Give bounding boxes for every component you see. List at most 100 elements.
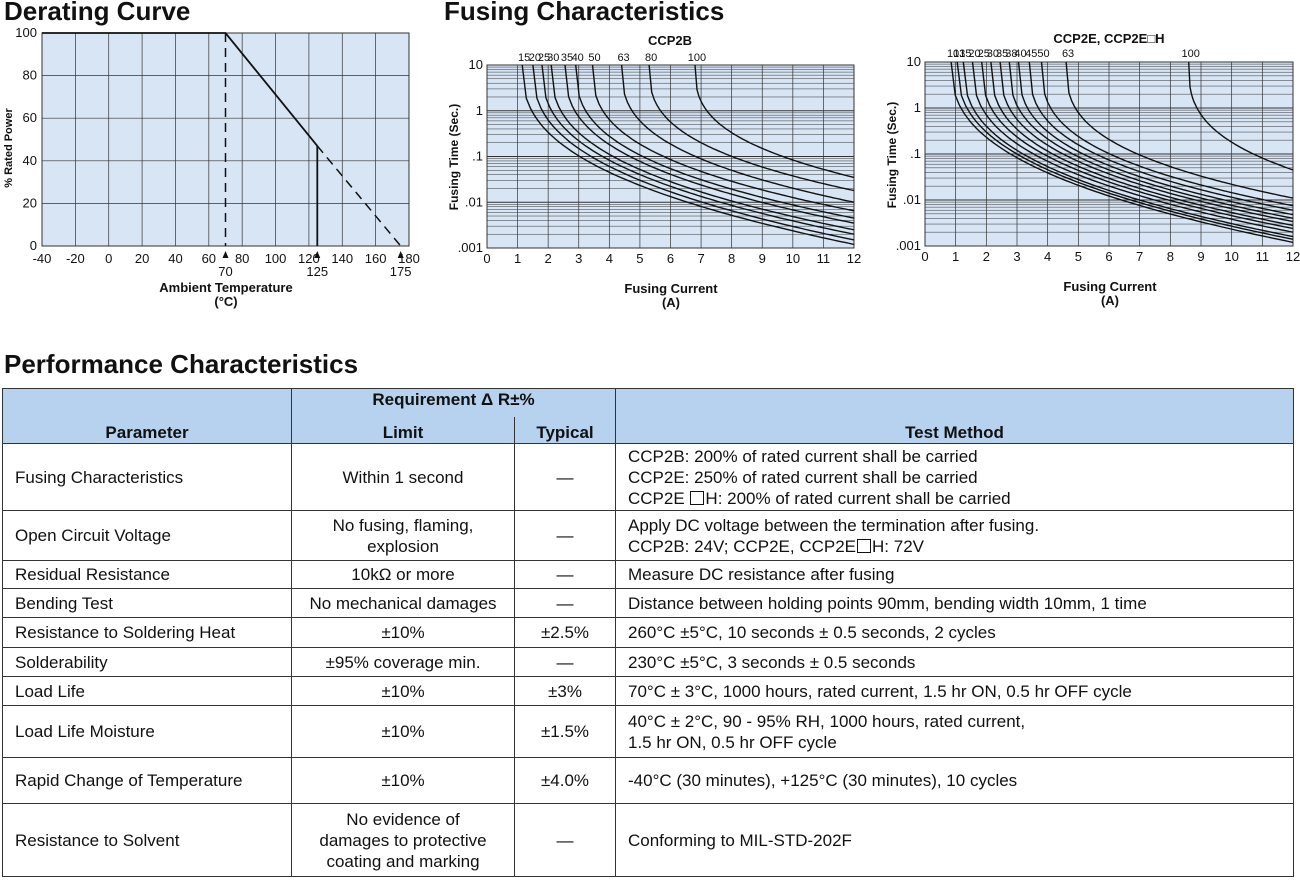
ccp2e-y-tick: .001 (896, 238, 921, 253)
derating-markers: 70 125 175 (218, 251, 412, 279)
row-parameter: Solderability (2, 647, 292, 677)
ccp2b-x-tick: 1 (514, 251, 521, 266)
performance-table: Parameter Requirement Δ R±% Test Method … (2, 388, 1294, 877)
row-method: Apply DC voltage between the termination… (615, 510, 1294, 561)
derating-y-tick: 100 (15, 25, 37, 40)
ccp2e-curve-label: 25 (978, 48, 990, 60)
ccp2b-curve-label: 25 (538, 52, 550, 64)
ccp2e-curve (1028, 61, 1294, 211)
ccp2e-curve-label: 30 (987, 48, 999, 60)
ccp2b-x-label: Fusing Current (624, 281, 718, 296)
ccp2e-x-tick: 9 (1197, 249, 1204, 264)
derating-x-tick: 180 (398, 251, 420, 266)
row-parameter: Resistance to Soldering Heat (2, 617, 292, 648)
ccp2e-curve (990, 61, 1294, 227)
derating-marker-arrow (222, 251, 229, 258)
ccp2b-curve (620, 64, 855, 203)
row-method: Measure DC resistance after fusing (615, 560, 1294, 589)
ccp2e-curve-label: 50 (1037, 48, 1049, 60)
row-method: 230°C ±5°C, 3 seconds ± 0.5 seconds (615, 647, 1294, 677)
ccp2e-x-tick: 8 (1167, 249, 1174, 264)
row-typical: — (514, 443, 616, 511)
row-typical: ±2.5% (514, 617, 616, 648)
ccp2b-chart-title: CCP2B (648, 33, 692, 48)
row-limit: No mechanical damages (291, 588, 515, 618)
row-limit: ±10% (291, 757, 515, 804)
ccp2b-x-unit: (A) (662, 295, 680, 310)
derating-y-tick: 60 (23, 110, 37, 125)
row-method: 40°C ± 2°C, 90 - 95% RH, 1000 hours, rat… (615, 705, 1294, 758)
row-typical: — (514, 560, 616, 589)
ccp2e-curve-label: 100 (1182, 48, 1200, 60)
derating-x-tick: 0 (105, 251, 112, 266)
ccp2e-curve (950, 61, 1294, 244)
row-typical: ±1.5% (514, 705, 616, 758)
derating-y-tick: 40 (23, 153, 37, 168)
ccp2b-x-tick: 4 (606, 251, 613, 266)
ccp2b-x-tick: 6 (667, 251, 674, 266)
col-limit: Limit (291, 417, 515, 444)
table-row: Resistance to Solvent No evidence of dam… (2, 803, 1294, 877)
ccp2b-x-tick: 3 (575, 251, 582, 266)
ccp2b-x-tick: 8 (728, 251, 735, 266)
ccp2b-curve (648, 64, 855, 192)
ccp2e-x-tick: 0 (921, 249, 928, 264)
ccp2b-curve (521, 64, 855, 246)
derating-y-tick: 80 (23, 68, 37, 83)
derating-curve-title: Derating Curve (4, 0, 191, 26)
derating-x-tick: 160 (365, 251, 387, 266)
ccp2e-x-tick: 6 (1105, 249, 1112, 264)
method-text: CCP2B: 24V; CCP2E, CCP2E (628, 536, 857, 556)
table-row: Bending Test No mechanical damages — Dis… (2, 588, 1294, 618)
ccp2e-chart-title: CCP2E, CCP2E□H (1053, 31, 1164, 46)
method-line: Apply DC voltage between the termination… (628, 515, 1040, 535)
method-line: CCP2B: 200% of rated current shall be ca… (628, 446, 978, 466)
table-row: Load Life ±10% ±3% 70°C ± 3°C, 1000 hour… (2, 676, 1294, 706)
col-typical: Typical (514, 417, 616, 444)
row-limit: No fusing, flaming, explosion (291, 510, 515, 561)
ccp2e-y-label: Fusing Time (Sec.) (885, 102, 899, 208)
ccp2e-y-tick: 1 (914, 100, 921, 115)
col-parameter: Parameter (2, 388, 292, 444)
row-parameter: Bending Test (2, 588, 292, 618)
limit-line: damages to protective (319, 830, 487, 850)
ccp2e-curve (1017, 61, 1294, 216)
ccp2b-x-tick: 7 (697, 251, 704, 266)
ccp2b-curve (541, 64, 855, 235)
method-line: 1.5 hr ON, 0.5 hr OFF cycle (628, 732, 837, 752)
derating-marker-arrow (397, 251, 404, 258)
ccp2b-curve (532, 64, 855, 241)
ccp2e-x-tick: 11 (1256, 249, 1270, 264)
derating-y-ticks: 0 20 40 60 80 100 (15, 25, 37, 253)
col-test-method: Test Method (615, 388, 1294, 444)
derating-x-ticks: -40 -20 0 20 40 60 80 100 120 140 160 180 (33, 251, 420, 266)
ccp2e-x-tick: 5 (1075, 249, 1082, 264)
method-line: CCP2E H: 200% of rated current shall be … (628, 488, 1285, 509)
table-row: Residual Resistance 10kΩ or more — Measu… (2, 560, 1294, 589)
row-parameter: Load Life (2, 676, 292, 706)
derating-y-tick: 20 (23, 195, 37, 210)
row-limit: No evidence of damages to protective coa… (291, 803, 515, 877)
ccp2b-curve-label: 63 (617, 52, 629, 64)
ccp2b-y-tick: .1 (472, 149, 483, 164)
method-text: H: 200% of rated current shall be carrie… (705, 488, 1011, 508)
ccp2e-y-tick: 10 (907, 54, 921, 69)
ccp2b-curve-label: 80 (645, 52, 657, 64)
ccp2b-curve (575, 64, 855, 219)
ccp2e-x-tick: 12 (1286, 249, 1300, 264)
row-limit: ±95% coverage min. (291, 647, 515, 677)
ccp2b-curve-label: 30 (547, 52, 559, 64)
ccp2b-x-tick: 5 (636, 251, 643, 266)
ccp2e-curve (971, 61, 1294, 233)
ccp2b-y-tick: 1 (476, 103, 483, 118)
ccp2e-curve (1008, 61, 1294, 219)
derating-x-tick: 60 (202, 251, 216, 266)
derating-x-tick: 20 (135, 251, 149, 266)
row-typical: ±4.0% (514, 757, 616, 804)
derating-marker-arrow (314, 251, 321, 258)
ccp2e-curve-label: 45 (1025, 48, 1037, 60)
ccp2b-x-tick: 2 (545, 251, 552, 266)
row-method: 260°C ±5°C, 10 seconds ± 0.5 seconds, 2 … (615, 617, 1294, 648)
performance-characteristics-title: Performance Characteristics (4, 349, 359, 379)
